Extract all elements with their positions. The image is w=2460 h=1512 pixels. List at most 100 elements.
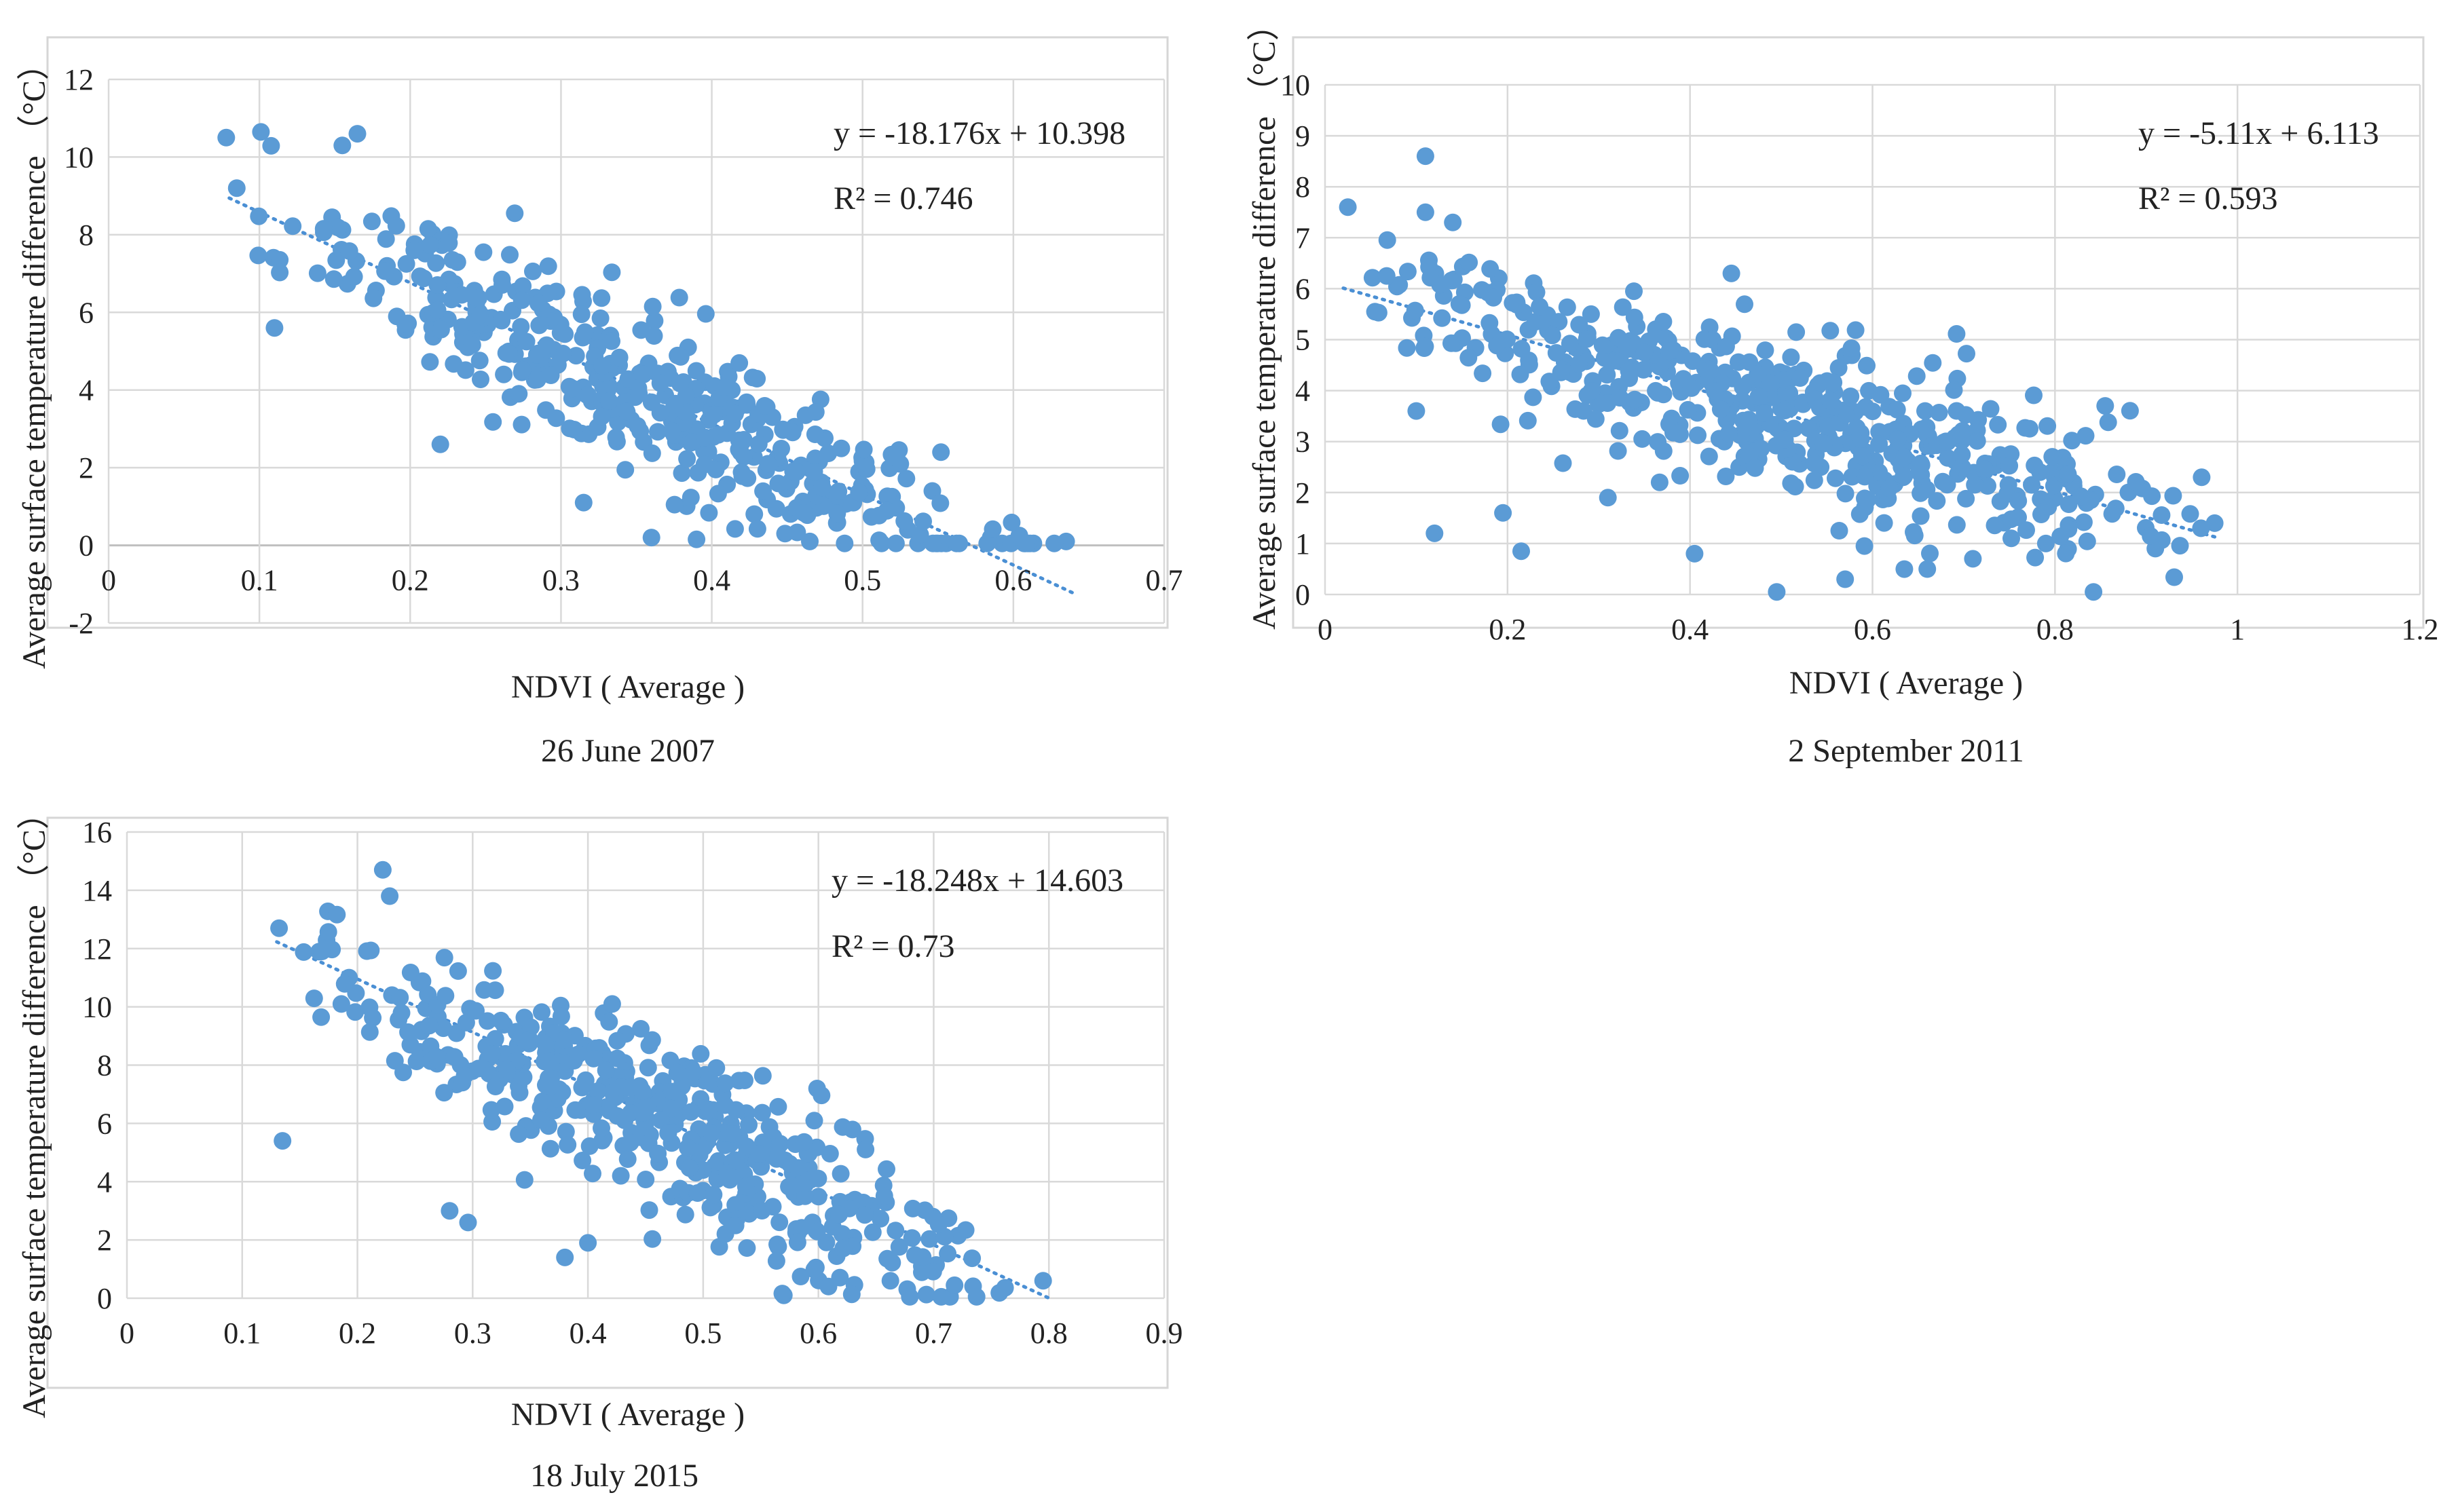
- data-point: [1749, 365, 1767, 383]
- data-point: [857, 453, 875, 472]
- data-point: [730, 354, 749, 372]
- data-point: [842, 1285, 861, 1304]
- data-point: [573, 286, 591, 304]
- data-point: [1416, 203, 1434, 221]
- data-point: [1369, 303, 1387, 322]
- data-point: [887, 534, 905, 552]
- data-point: [394, 1063, 412, 1082]
- x-tick-label: 1.2: [2402, 613, 2439, 646]
- data-point: [776, 525, 794, 543]
- y-tick-label: 0: [79, 529, 94, 563]
- data-point: [1916, 402, 1934, 420]
- data-point: [496, 1097, 514, 1116]
- data-point: [740, 1116, 758, 1134]
- data-point: [401, 964, 420, 981]
- data-point: [1918, 560, 1937, 578]
- x-tick-labels: 0 0.2 0.4 0.6 0.8 1 1.2: [1318, 613, 2439, 646]
- data-point: [362, 212, 381, 231]
- data-point: [878, 487, 897, 506]
- y-tick-label: 14: [82, 874, 112, 907]
- data-point: [2205, 514, 2224, 532]
- data-point: [453, 286, 470, 304]
- data-point: [875, 1187, 893, 1205]
- data-point: [726, 1196, 745, 1214]
- data-point: [878, 1249, 897, 1268]
- data-point: [950, 534, 969, 552]
- data-point: [1858, 356, 1876, 375]
- data-point: [890, 1238, 908, 1256]
- data-point: [608, 1032, 627, 1050]
- data-point: [748, 520, 766, 538]
- data-point: [486, 1029, 504, 1048]
- data-point: [1398, 339, 1416, 357]
- data-point: [566, 1101, 584, 1119]
- data-point: [1045, 534, 1064, 552]
- chart-frame: [46, 816, 1169, 1389]
- data-point: [1825, 373, 1843, 392]
- data-point: [1554, 454, 1572, 472]
- data-point: [271, 250, 289, 269]
- data-point: [715, 378, 733, 396]
- data-point: [457, 1013, 475, 1032]
- data-point: [421, 236, 439, 254]
- x-tick-label: 0.1: [223, 1317, 261, 1350]
- data-point: [445, 1048, 464, 1066]
- data-point: [813, 478, 831, 497]
- data-points: [1339, 147, 2224, 601]
- data-point: [2063, 432, 2081, 450]
- y-tick-labels: 0 1 2 3 4 5 6 7 8 9 10: [1280, 69, 1310, 611]
- data-point: [600, 1013, 618, 1031]
- data-point: [806, 403, 825, 421]
- data-point: [682, 1103, 700, 1121]
- y-tick-label: 2: [79, 451, 94, 485]
- data-point: [2096, 397, 2114, 415]
- y-tick-label: 6: [79, 296, 94, 329]
- data-point: [773, 1285, 791, 1303]
- panel-2015: 0 0.1 0.2 0.3 0.4 0.5 0.6 0.7 0.8 0.9 0 2 4 6 8 10 12 14…: [16, 797, 1183, 1494]
- data-point: [1958, 345, 1975, 363]
- data-point: [1442, 334, 1460, 352]
- data-point: [1540, 373, 1559, 391]
- data-point: [1907, 367, 1926, 385]
- data-point: [377, 230, 395, 248]
- data-point: [770, 1213, 789, 1232]
- data-point: [1711, 400, 1730, 419]
- data-point: [432, 320, 450, 339]
- data-point: [643, 444, 661, 462]
- data-point: [996, 1279, 1014, 1297]
- data-point: [514, 277, 532, 295]
- y-tick-label: 7: [1295, 221, 1310, 254]
- data-point: [1746, 459, 1764, 477]
- data-point: [2099, 413, 2117, 432]
- data-point: [1034, 1272, 1052, 1290]
- data-point: [1444, 213, 1462, 231]
- data-point: [735, 447, 753, 466]
- data-point: [475, 981, 493, 999]
- data-point: [482, 1101, 500, 1119]
- data-point: [397, 254, 415, 273]
- data-point: [963, 1249, 982, 1268]
- y-tick-labels: 0 2 4 6 8 10 12 14 16: [82, 816, 112, 1315]
- data-point: [801, 532, 819, 550]
- data-point: [639, 1097, 657, 1116]
- data-point: [673, 464, 691, 483]
- data-point: [584, 1049, 603, 1067]
- data-point: [1649, 383, 1666, 402]
- data-point: [1626, 390, 1644, 409]
- y-tick-label: 10: [64, 140, 94, 174]
- data-point: [1755, 404, 1774, 422]
- data-point: [597, 1061, 615, 1080]
- x-tick-label: 0.8: [2036, 613, 2074, 646]
- data-point: [1520, 356, 1538, 374]
- data-point: [1842, 388, 1860, 405]
- data-point: [679, 1139, 697, 1157]
- data-point: [479, 1012, 497, 1030]
- data-point: [542, 1077, 560, 1095]
- data-point: [856, 1206, 874, 1224]
- data-point: [1870, 423, 1888, 441]
- data-point: [1856, 468, 1874, 486]
- data-point: [931, 494, 950, 512]
- data-point: [1460, 253, 1478, 271]
- data-point: [556, 325, 574, 343]
